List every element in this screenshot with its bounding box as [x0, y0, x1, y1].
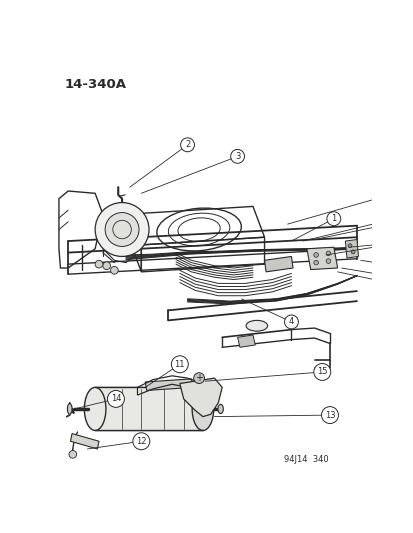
Ellipse shape — [217, 405, 223, 414]
Ellipse shape — [67, 403, 72, 414]
Text: 12: 12 — [136, 437, 146, 446]
Text: 15: 15 — [316, 367, 327, 376]
Text: 14-340A: 14-340A — [64, 78, 126, 91]
Polygon shape — [306, 247, 337, 270]
Circle shape — [313, 364, 330, 381]
Circle shape — [193, 373, 204, 384]
Polygon shape — [264, 256, 292, 272]
Circle shape — [347, 244, 351, 248]
Polygon shape — [70, 433, 99, 449]
Circle shape — [102, 262, 110, 270]
Circle shape — [105, 213, 139, 246]
Text: 94J14  340: 94J14 340 — [283, 455, 328, 464]
Circle shape — [350, 250, 354, 254]
Circle shape — [107, 391, 124, 407]
Ellipse shape — [84, 387, 106, 431]
Circle shape — [69, 450, 76, 458]
Ellipse shape — [245, 320, 267, 331]
Circle shape — [180, 138, 194, 152]
Circle shape — [171, 356, 188, 373]
Circle shape — [326, 212, 340, 225]
Circle shape — [230, 149, 244, 163]
Circle shape — [325, 251, 330, 256]
Circle shape — [321, 407, 338, 424]
Circle shape — [95, 260, 102, 268]
Circle shape — [313, 260, 318, 265]
Text: 11: 11 — [174, 360, 185, 369]
Circle shape — [110, 266, 118, 274]
Text: 14: 14 — [110, 394, 121, 403]
Text: 2: 2 — [185, 140, 190, 149]
Text: +: + — [195, 373, 203, 383]
Text: 4: 4 — [288, 318, 293, 326]
Polygon shape — [344, 239, 358, 258]
Ellipse shape — [192, 387, 213, 431]
Polygon shape — [145, 379, 192, 391]
Text: 1: 1 — [330, 214, 336, 223]
Polygon shape — [179, 378, 222, 417]
Polygon shape — [95, 387, 202, 431]
Circle shape — [95, 203, 149, 256]
Circle shape — [325, 259, 330, 263]
Circle shape — [133, 433, 150, 450]
Polygon shape — [237, 335, 255, 348]
Circle shape — [313, 253, 318, 257]
Circle shape — [284, 315, 298, 329]
Text: 13: 13 — [324, 410, 335, 419]
Text: 3: 3 — [234, 152, 240, 161]
